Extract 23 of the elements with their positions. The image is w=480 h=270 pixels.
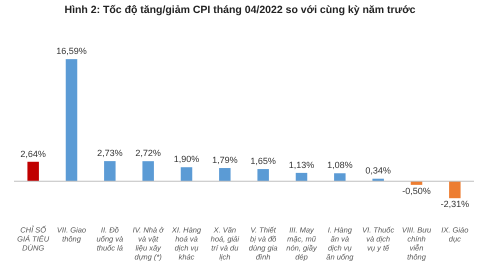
data-label: 2,73% (97, 148, 123, 158)
data-label: 0,34% (365, 166, 391, 176)
data-label: 2,72% (135, 148, 161, 158)
bar (219, 168, 231, 182)
data-label: 16,59% (56, 46, 87, 56)
chart-title: Hình 2: Tốc độ tăng/giảm CPI tháng 04/2022 so với cùng kỳ năm trước (63, 3, 417, 18)
bar (104, 161, 116, 182)
data-label: 1,79% (212, 155, 238, 166)
data-label: -2,31% (440, 199, 470, 210)
bar (27, 162, 39, 182)
data-label: 2,64% (20, 148, 46, 159)
bar (296, 172, 308, 182)
data-label: 1,90% (174, 154, 200, 164)
bar (257, 169, 269, 182)
data-label: 1,08% (327, 160, 353, 170)
bar (180, 167, 192, 182)
bar (142, 161, 154, 182)
data-label: 1,13% (288, 160, 314, 170)
bar (449, 181, 461, 198)
bar (66, 59, 78, 182)
bar (410, 181, 422, 185)
data-label: 1,65% (250, 156, 276, 166)
data-label: -0,50% (402, 186, 431, 196)
